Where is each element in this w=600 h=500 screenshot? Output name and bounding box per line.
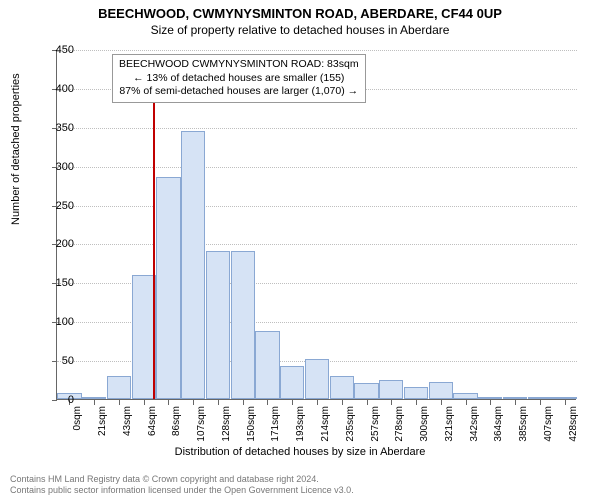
property-marker-line (153, 67, 155, 400)
xtick-label: 43sqm (122, 406, 133, 436)
histogram-bar (503, 397, 527, 399)
histogram-bar (255, 331, 279, 399)
xtick-mark (391, 400, 392, 405)
histogram-bar (107, 376, 131, 399)
histogram-bar (181, 131, 205, 399)
histogram-bar (156, 177, 180, 399)
ytick-label: 350 (34, 122, 74, 134)
xtick-label: 214sqm (320, 406, 331, 442)
ytick-label: 200 (34, 238, 74, 250)
histogram-bar (231, 251, 255, 399)
histogram-bar (453, 393, 477, 399)
histogram-bar (404, 387, 428, 399)
xtick-label: 257sqm (370, 406, 381, 442)
xtick-mark (540, 400, 541, 405)
ytick-label: 450 (34, 44, 74, 56)
xtick-label: 385sqm (518, 406, 529, 442)
histogram-bar (280, 366, 304, 399)
xtick-mark (342, 400, 343, 405)
xtick-label: 171sqm (270, 406, 281, 442)
xtick-label: 193sqm (295, 406, 306, 442)
gridline (57, 167, 577, 168)
xtick-mark (267, 400, 268, 405)
xtick-mark (367, 400, 368, 405)
plot-region: 0sqm21sqm43sqm64sqm86sqm107sqm128sqm150s… (56, 50, 576, 400)
histogram-bar (379, 380, 403, 399)
histogram-bar (478, 397, 502, 399)
xtick-label: 278sqm (394, 406, 405, 442)
xtick-label: 150sqm (246, 406, 257, 442)
ytick-label: 250 (34, 200, 74, 212)
ytick-label: 100 (34, 316, 74, 328)
gridline (57, 50, 577, 51)
annotation-box: BEECHWOOD CWMYNYSMINTON ROAD: 83sqm← 13%… (112, 54, 366, 103)
xtick-mark (193, 400, 194, 405)
footer-line2: Contains public sector information licen… (10, 485, 354, 496)
annotation-line3: 87% of semi-detached houses are larger (… (119, 85, 359, 99)
xtick-mark (416, 400, 417, 405)
chart-area: 0sqm21sqm43sqm64sqm86sqm107sqm128sqm150s… (56, 50, 576, 400)
histogram-bar (330, 376, 354, 399)
xtick-mark (94, 400, 95, 405)
xtick-mark (119, 400, 120, 405)
xtick-mark (317, 400, 318, 405)
gridline (57, 206, 577, 207)
gridline (57, 128, 577, 129)
histogram-bar (552, 397, 576, 399)
xtick-mark (565, 400, 566, 405)
xtick-label: 342sqm (469, 406, 480, 442)
xtick-mark (292, 400, 293, 405)
annotation-line1: BEECHWOOD CWMYNYSMINTON ROAD: 83sqm (119, 58, 359, 72)
title-sub: Size of property relative to detached ho… (0, 21, 600, 37)
xtick-label: 128sqm (221, 406, 232, 442)
histogram-bar (354, 383, 378, 399)
xtick-label: 321sqm (444, 406, 455, 442)
xtick-label: 428sqm (568, 406, 579, 442)
xtick-mark (168, 400, 169, 405)
gridline (57, 244, 577, 245)
xtick-mark (441, 400, 442, 405)
ytick-label: 300 (34, 161, 74, 173)
xtick-label: 21sqm (97, 406, 108, 436)
x-axis-label: Distribution of detached houses by size … (0, 446, 600, 458)
y-axis-label: Number of detached properties (10, 73, 22, 225)
footer-attribution: Contains HM Land Registry data © Crown c… (10, 474, 354, 497)
xtick-label: 235sqm (345, 406, 356, 442)
xtick-label: 364sqm (493, 406, 504, 442)
xtick-mark (490, 400, 491, 405)
histogram-bar (206, 251, 230, 399)
xtick-label: 407sqm (543, 406, 554, 442)
xtick-label: 0sqm (72, 406, 83, 430)
footer-line1: Contains HM Land Registry data © Crown c… (10, 474, 354, 485)
ytick-label: 400 (34, 83, 74, 95)
xtick-mark (515, 400, 516, 405)
title-main: BEECHWOOD, CWMYNYSMINTON ROAD, ABERDARE,… (0, 0, 600, 21)
xtick-mark (466, 400, 467, 405)
xtick-label: 300sqm (419, 406, 430, 442)
xtick-mark (218, 400, 219, 405)
xtick-label: 107sqm (196, 406, 207, 442)
xtick-label: 86sqm (171, 406, 182, 436)
xtick-label: 64sqm (147, 406, 158, 436)
histogram-bar (305, 359, 329, 399)
histogram-bar (82, 397, 106, 399)
histogram-bar (429, 382, 453, 399)
ytick-label: 150 (34, 277, 74, 289)
ytick-label: 50 (34, 355, 74, 367)
ytick-label: 0 (34, 394, 74, 406)
histogram-bar (528, 397, 552, 399)
xtick-mark (243, 400, 244, 405)
xtick-mark (144, 400, 145, 405)
annotation-line2: ← 13% of detached houses are smaller (15… (119, 72, 359, 86)
